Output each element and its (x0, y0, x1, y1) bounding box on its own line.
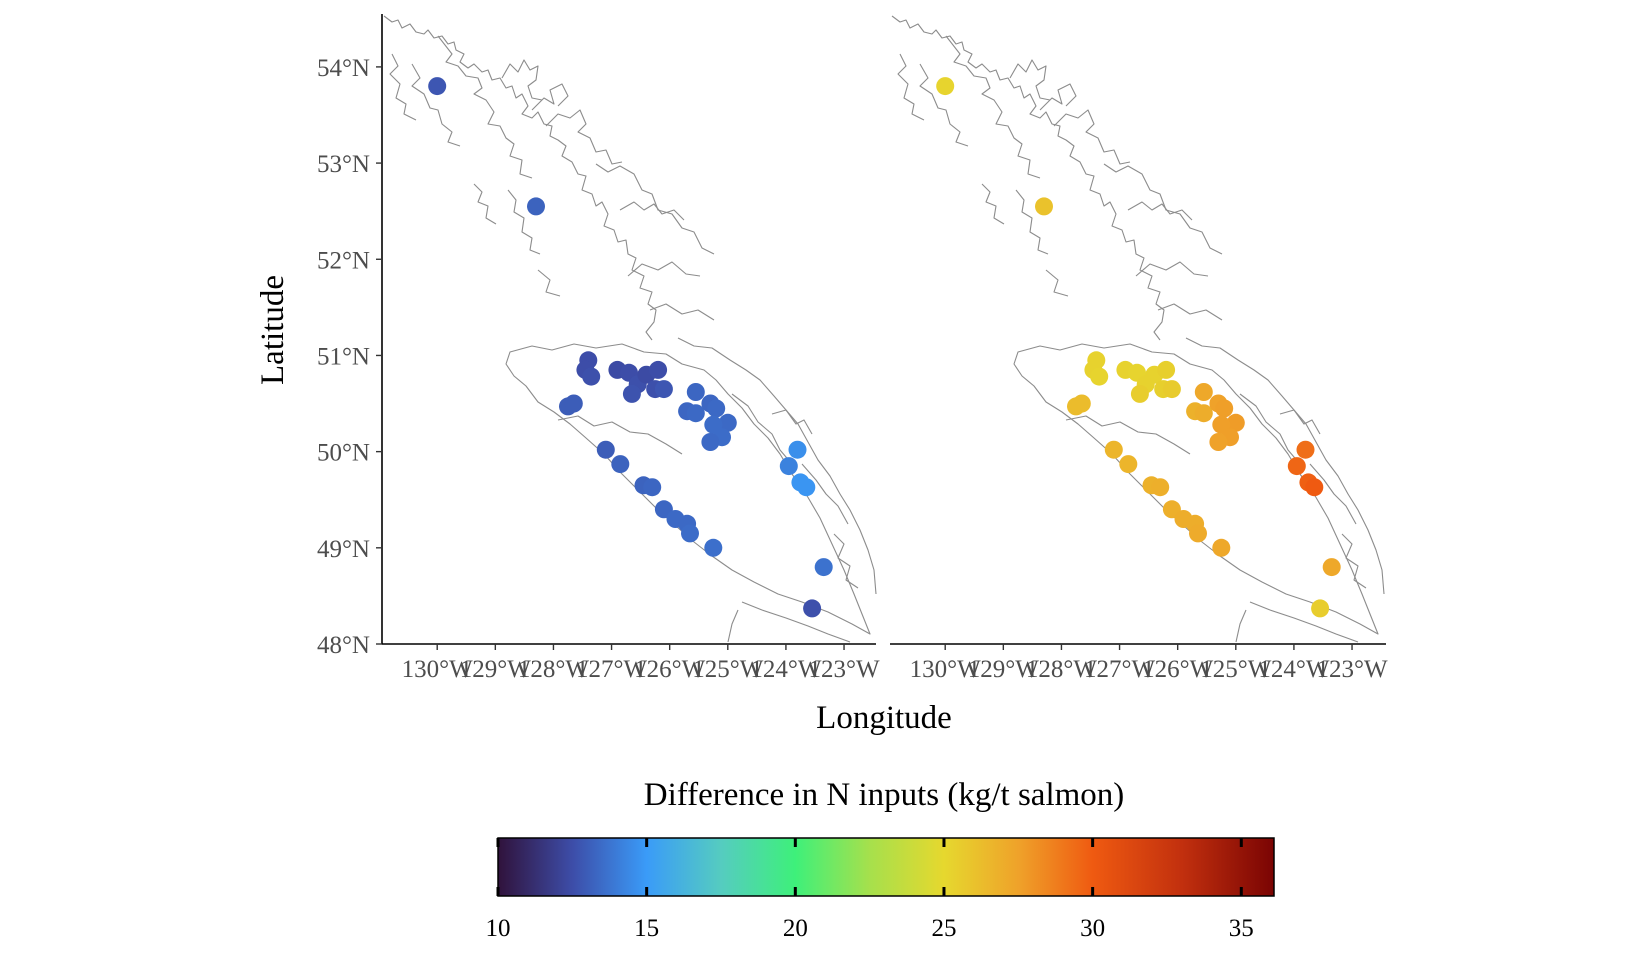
colorbar (497, 837, 1275, 897)
right-site-point (1322, 558, 1341, 577)
left-site-point (611, 455, 630, 474)
x-tick-label: 124°W (750, 656, 821, 683)
right-site-point (1194, 383, 1213, 401)
y-tick-label: 52°N (317, 247, 370, 274)
right-site-point (1104, 440, 1123, 459)
right-site-point (1072, 394, 1091, 413)
right-site-point (1130, 384, 1149, 403)
colorbar-tick-label: 15 (634, 915, 659, 942)
right-site-point (1226, 413, 1245, 432)
right-site-point (1119, 455, 1138, 474)
y-tick-label: 51°N (317, 343, 370, 370)
left-site-point (596, 440, 615, 459)
right-site-point (1287, 457, 1306, 476)
x-tick-label: 125°W (692, 656, 763, 683)
x-tick-label: 125°W (1200, 656, 1271, 683)
right-coastline (891, 15, 1385, 643)
right-site-point (936, 77, 955, 96)
x-ticks: 130°W129°W128°W127°W126°W125°W124°W123°W… (402, 644, 1388, 683)
right-site-point (1215, 399, 1234, 418)
x-tick-label: 130°W (910, 656, 981, 683)
left-site-point (582, 367, 601, 386)
x-tick-label: 123°W (1316, 656, 1387, 683)
right-site-point (1296, 440, 1315, 459)
left-site-point (527, 197, 545, 216)
left-site-point (654, 380, 673, 399)
colorbar-title: Difference in N inputs (kg/t salmon) (644, 777, 1125, 813)
colorbar-tick-label: 20 (783, 915, 808, 942)
y-ticks: 48°N 49°N 50°N 51°N 52°N 53°N 54°N (317, 55, 382, 659)
y-tick-label: 50°N (317, 440, 370, 467)
right-site-point (1212, 538, 1231, 557)
x-tick-label: 130°W (402, 656, 473, 683)
left-map-panel (383, 15, 877, 643)
left-points-layer (428, 77, 833, 618)
right-site-point (1212, 415, 1231, 434)
right-site-point (1090, 367, 1109, 386)
x-tick-label: 126°W (634, 656, 705, 683)
colorbar-tick-label: 10 (486, 915, 511, 942)
left-site-point (681, 524, 699, 543)
left-site-point (718, 413, 737, 432)
right-site-point (1209, 433, 1228, 451)
colorbar-tick-label: 35 (1229, 915, 1254, 942)
y-tick-label: 49°N (317, 536, 370, 563)
left-site-point (704, 538, 723, 557)
left-site-point (707, 399, 726, 418)
right-site-point (1189, 524, 1207, 543)
colorbar-tick-label: 25 (931, 915, 956, 942)
y-axis-title: Latitude (255, 275, 291, 385)
left-site-point (803, 599, 822, 618)
left-site-point (701, 433, 720, 451)
right-site-point (1194, 404, 1213, 423)
y-tick-label: 48°N (317, 632, 370, 659)
x-axis-title: Longitude (816, 700, 952, 736)
left-site-point (686, 404, 705, 423)
x-tick-label: 128°W (518, 656, 589, 683)
x-tick-label: 128°W (1026, 656, 1097, 683)
colorbar-tick-label: 30 (1080, 915, 1105, 942)
left-site-point (797, 478, 816, 497)
colorbar-ticks: 10 15 20 25 30 35 (486, 838, 1254, 942)
left-site-point (643, 478, 662, 497)
right-points-layer (936, 77, 1341, 618)
left-site-point (428, 77, 447, 96)
right-site-point (1157, 360, 1176, 379)
y-tick-label: 54°N (317, 55, 370, 82)
left-site-point (649, 360, 668, 379)
right-site-point (1311, 599, 1330, 618)
right-site-point (1035, 197, 1053, 216)
right-map-panel (891, 15, 1385, 643)
left-site-point (564, 394, 583, 413)
left-site-point (779, 457, 798, 476)
x-tick-label: 129°W (968, 656, 1039, 683)
left-site-point (622, 384, 641, 403)
left-site-point (788, 440, 807, 459)
x-tick-label: 127°W (1084, 656, 1155, 683)
left-site-point (704, 415, 723, 434)
left-site-point (686, 383, 705, 401)
left-axes (381, 14, 876, 645)
right-site-point (1305, 478, 1324, 497)
left-coastline (383, 15, 877, 643)
x-tick-label: 123°W (808, 656, 879, 683)
x-tick-label: 126°W (1142, 656, 1213, 683)
x-tick-label: 129°W (460, 656, 531, 683)
x-tick-label: 124°W (1258, 656, 1329, 683)
left-site-point (814, 558, 833, 577)
right-site-point (1162, 380, 1181, 399)
right-site-point (1151, 478, 1170, 497)
x-tick-label: 127°W (576, 656, 647, 683)
colorbar-legend: Difference in N inputs (kg/t salmon) 10 1… (486, 777, 1275, 942)
y-tick-label: 53°N (317, 151, 370, 178)
